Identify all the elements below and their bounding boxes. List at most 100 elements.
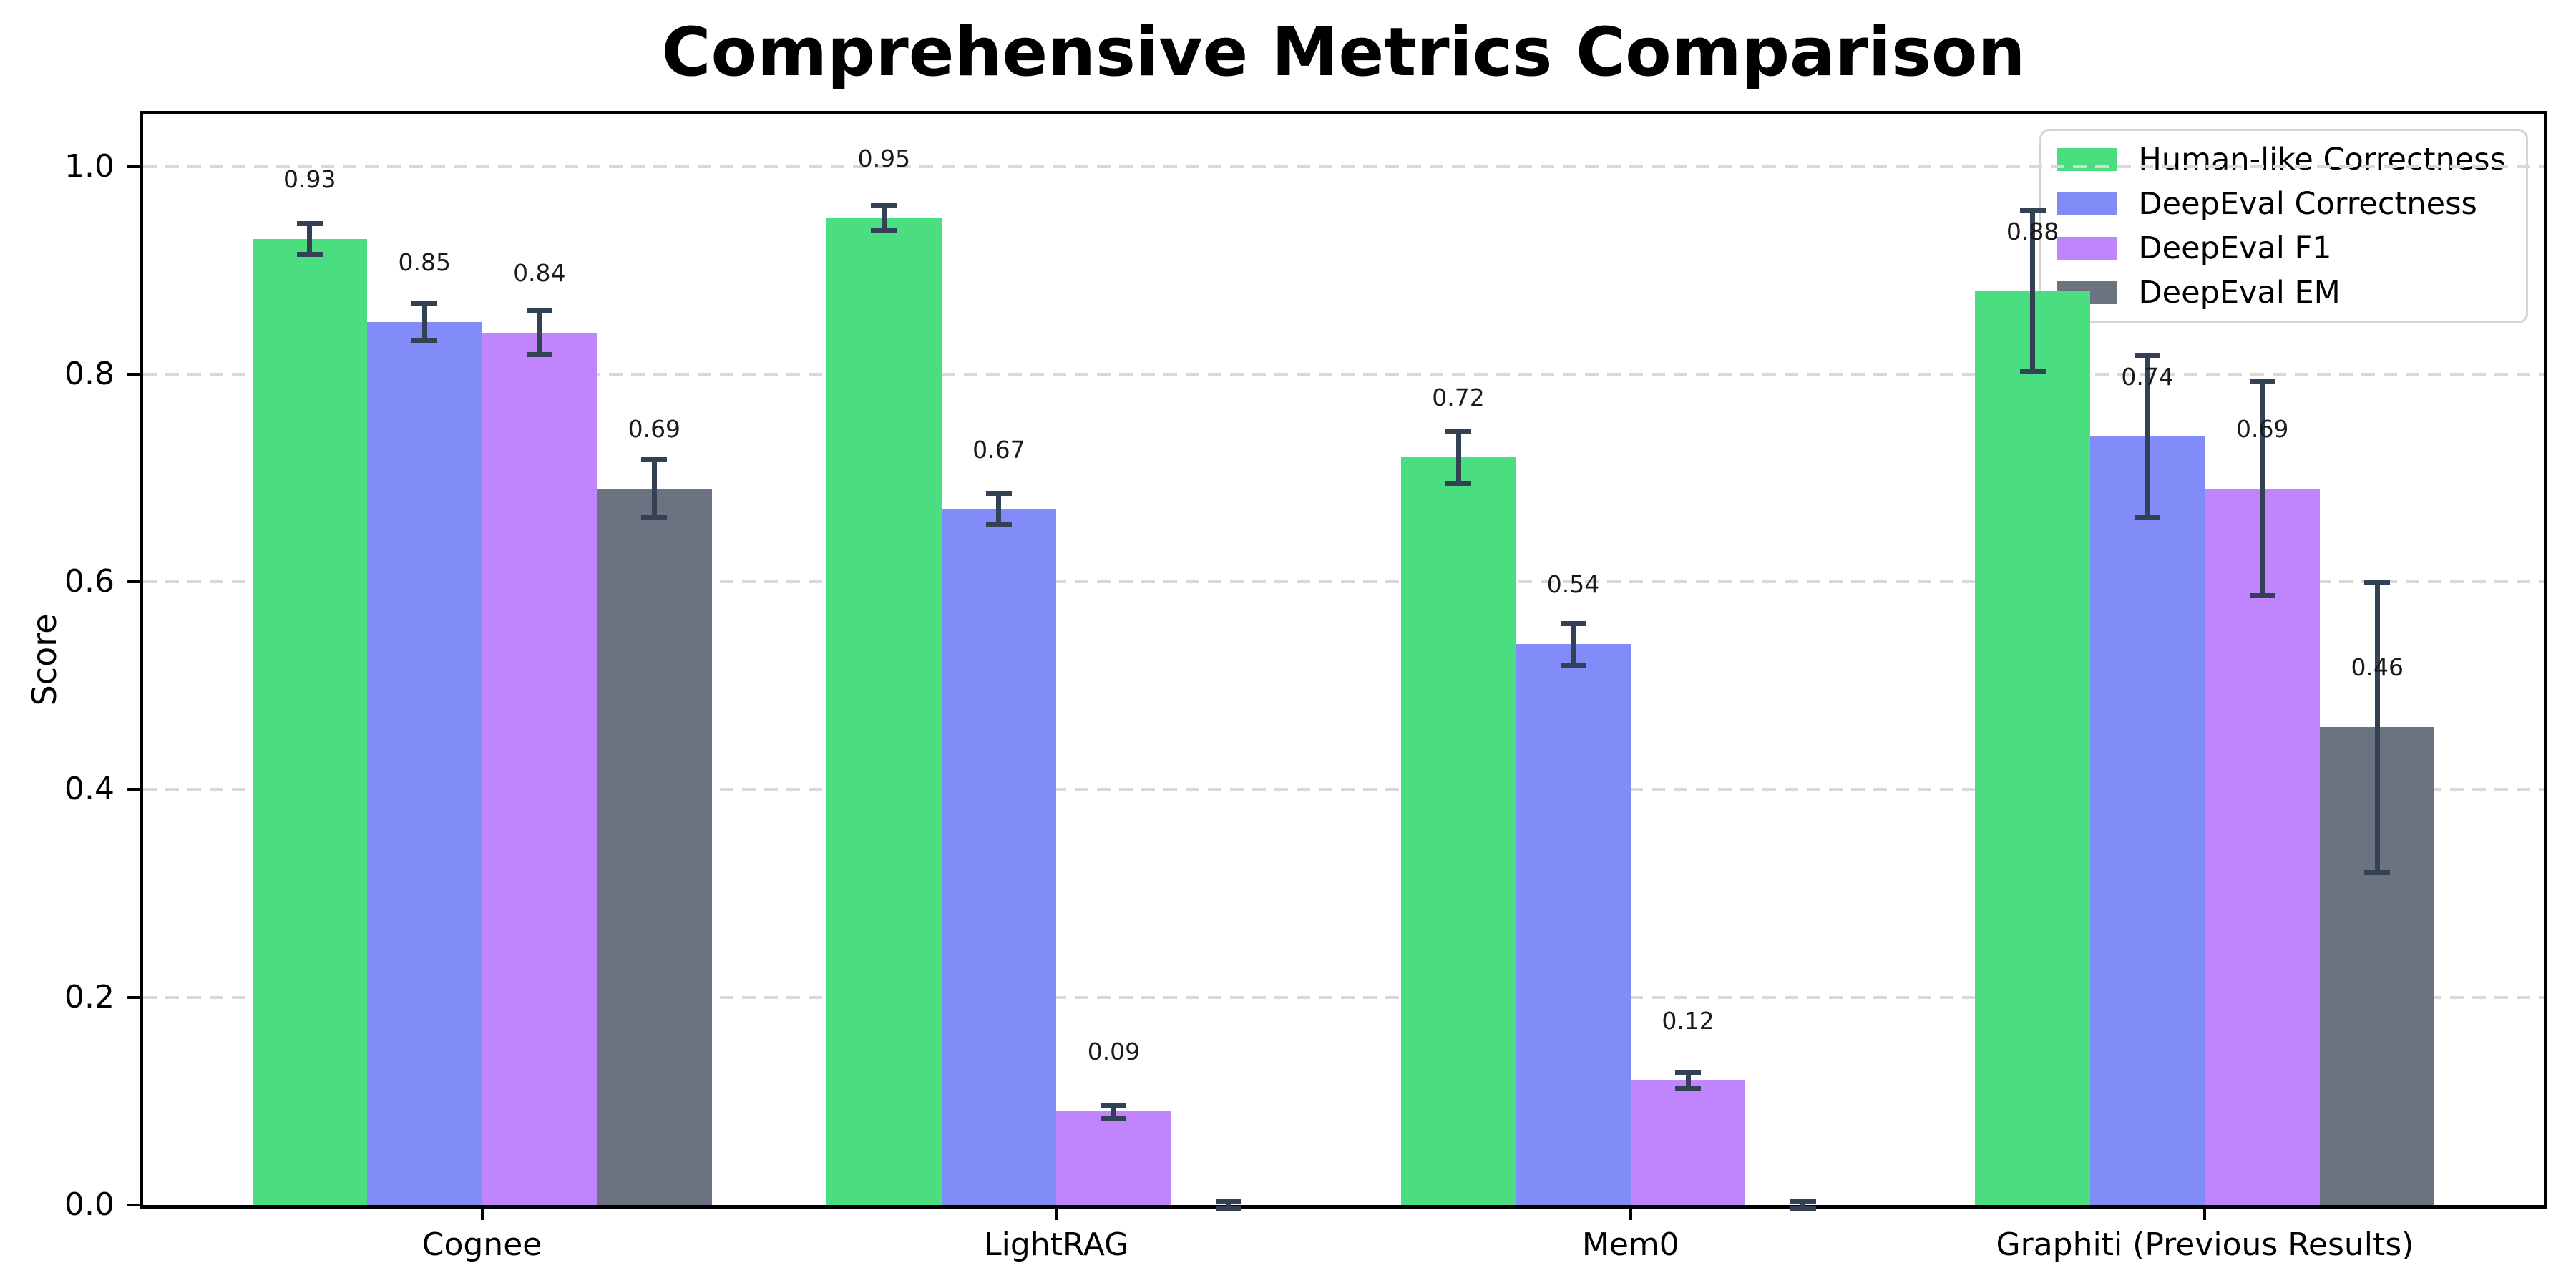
- errorbar-deepeval-correctness-cognee: [421, 303, 427, 341]
- x-tick-label-mem0: Mem0: [1581, 1226, 1679, 1263]
- value-label-deepeval-correctness-lightrag: 0.67: [972, 435, 1025, 464]
- value-label-human-like-correctness-cognee: 0.93: [283, 165, 336, 194]
- errorbar-human-like-correctness-lightrag-top-cap: [871, 203, 897, 209]
- errorbar-deepeval-f1-mem0-top-cap: [1675, 1069, 1702, 1075]
- errorbar-deepeval-correctness-graphiti-previous-results-bottom-cap: [2135, 514, 2161, 520]
- errorbar-deepeval-correctness-lightrag-bottom-cap: [985, 522, 1012, 527]
- y-tick-mark: [127, 788, 142, 791]
- x-tick-mark-lightrag: [1055, 1207, 1058, 1220]
- y-tick-mark: [127, 372, 142, 376]
- errorbar-deepeval-correctness-lightrag-top-cap: [985, 491, 1012, 497]
- legend-label-deepeval-correctness: DeepEval Correctness: [2138, 186, 2477, 222]
- value-label-deepeval-f1-graphiti-previous-results: 0.69: [2235, 414, 2289, 443]
- legend-item-deepeval-em: DeepEval EM: [2057, 275, 2506, 310]
- gridline-y-1.0: [143, 165, 2544, 168]
- errorbar-deepeval-em-lightrag-top-cap: [1215, 1198, 1241, 1204]
- bar-deepeval-em-cognee: [597, 488, 712, 1205]
- errorbar-human-like-correctness-graphiti-previous-results-top-cap: [2019, 208, 2046, 213]
- errorbar-human-like-correctness-lightrag: [881, 205, 887, 231]
- bar-deepeval-correctness-mem0: [1516, 644, 1631, 1205]
- legend-item-deepeval-correctness: DeepEval Correctness: [2057, 187, 2506, 221]
- value-label-deepeval-correctness-graphiti-previous-results: 0.74: [2121, 362, 2174, 391]
- errorbar-deepeval-em-lightrag: [1226, 1201, 1231, 1209]
- x-tick-mark-cognee: [480, 1207, 484, 1220]
- gridline-y-0.2: [143, 995, 2544, 999]
- y-tick-label: 0.0: [64, 1186, 114, 1223]
- bar-human-like-correctness-cognee: [252, 239, 368, 1205]
- y-tick-mark: [127, 1204, 142, 1206]
- errorbar-human-like-correctness-graphiti-previous-results-bottom-cap: [2019, 369, 2046, 375]
- errorbar-human-like-correctness-lightrag-bottom-cap: [871, 228, 897, 234]
- bar-deepeval-correctness-graphiti-previous-results: [2089, 436, 2205, 1205]
- errorbar-human-like-correctness-mem0-bottom-cap: [1445, 480, 1472, 486]
- errorbar-deepeval-f1-graphiti-previous-results-bottom-cap: [2249, 592, 2275, 598]
- legend-swatch-deepeval-f1: [2057, 237, 2117, 260]
- y-tick-label: 1.0: [64, 147, 114, 185]
- errorbar-deepeval-correctness-lightrag: [996, 493, 1002, 525]
- bar-human-like-correctness-mem0: [1400, 457, 1516, 1205]
- errorbar-deepeval-correctness-mem0-bottom-cap: [1560, 662, 1586, 668]
- value-label-human-like-correctness-graphiti-previous-results: 0.88: [2006, 217, 2059, 245]
- errorbar-deepeval-f1-cognee-bottom-cap: [526, 351, 552, 357]
- errorbar-deepeval-em-mem0-bottom-cap: [1790, 1206, 1816, 1212]
- errorbar-deepeval-f1-cognee: [537, 311, 542, 355]
- errorbar-deepeval-em-mem0: [1800, 1201, 1806, 1209]
- errorbar-deepeval-correctness-mem0: [1571, 623, 1576, 665]
- legend-item-deepeval-f1: DeepEval F1: [2057, 231, 2506, 265]
- legend: Human-like Correctness DeepEval Correctne…: [2039, 129, 2528, 323]
- bar-deepeval-correctness-cognee: [367, 322, 482, 1205]
- gridline-y-0.4: [143, 788, 2544, 791]
- bar-deepeval-f1-graphiti-previous-results: [2205, 488, 2320, 1205]
- errorbar-deepeval-f1-lightrag: [1111, 1105, 1116, 1118]
- errorbar-human-like-correctness-cognee-top-cap: [296, 220, 323, 226]
- y-tick-label: 0.6: [64, 563, 114, 600]
- errorbar-deepeval-f1-mem0: [1685, 1072, 1691, 1089]
- x-tick-label-graphiti-previous-results: Graphiti (Previous Results): [1996, 1226, 2414, 1263]
- legend-label-deepeval-f1: DeepEval F1: [2138, 230, 2332, 266]
- errorbar-deepeval-f1-lightrag-bottom-cap: [1101, 1115, 1127, 1121]
- errorbar-deepeval-correctness-graphiti-previous-results-top-cap: [2135, 353, 2161, 358]
- errorbar-deepeval-f1-graphiti-previous-results-top-cap: [2249, 379, 2275, 384]
- value-label-human-like-correctness-mem0: 0.72: [1432, 383, 1485, 411]
- errorbar-deepeval-f1-mem0-bottom-cap: [1675, 1085, 1702, 1091]
- bar-deepeval-correctness-lightrag: [941, 509, 1057, 1205]
- y-tick-label: 0.2: [64, 978, 114, 1015]
- y-tick-label: 0.4: [64, 771, 114, 808]
- errorbar-deepeval-f1-cognee-top-cap: [526, 308, 552, 313]
- chart-title: Comprehensive Metrics Comparison: [661, 14, 2026, 92]
- x-tick-mark-mem0: [1629, 1207, 1632, 1220]
- value-label-deepeval-f1-lightrag: 0.09: [1087, 1038, 1141, 1066]
- y-axis-label: Score: [25, 613, 64, 706]
- gridline-y-0.8: [143, 372, 2544, 376]
- errorbar-deepeval-f1-lightrag-top-cap: [1101, 1103, 1127, 1108]
- errorbar-deepeval-em-graphiti-previous-results-bottom-cap: [2364, 870, 2391, 876]
- x-tick-label-cognee: Cognee: [421, 1226, 542, 1263]
- x-tick-label-lightrag: LightRAG: [984, 1226, 1129, 1263]
- bar-human-like-correctness-lightrag: [826, 218, 942, 1205]
- errorbar-deepeval-em-cognee: [651, 459, 657, 518]
- y-tick-label: 0.8: [64, 355, 114, 392]
- bar-human-like-correctness-graphiti-previous-results: [1975, 291, 2090, 1205]
- value-label-deepeval-f1-mem0: 0.12: [1662, 1006, 1714, 1035]
- errorbar-deepeval-correctness-cognee-top-cap: [411, 301, 438, 306]
- errorbar-deepeval-em-graphiti-previous-results-top-cap: [2364, 579, 2391, 585]
- legend-item-human-like-correctness: Human-like Correctness: [2057, 142, 2506, 177]
- errorbar-deepeval-correctness-mem0-top-cap: [1560, 620, 1586, 626]
- errorbar-deepeval-f1-graphiti-previous-results: [2260, 381, 2265, 595]
- bar-deepeval-f1-lightrag: [1056, 1111, 1171, 1205]
- legend-label-deepeval-em: DeepEval EM: [2138, 275, 2341, 311]
- value-label-deepeval-em-graphiti-previous-results: 0.46: [2351, 653, 2404, 682]
- value-label-deepeval-correctness-cognee: 0.85: [398, 248, 452, 277]
- value-label-deepeval-f1-cognee: 0.84: [513, 258, 566, 287]
- value-label-deepeval-correctness-mem0: 0.54: [1546, 570, 1600, 599]
- legend-label-human-like-correctness: Human-like Correctness: [2138, 142, 2506, 177]
- value-label-human-like-correctness-lightrag: 0.95: [857, 145, 911, 173]
- errorbar-human-like-correctness-cognee-bottom-cap: [296, 252, 323, 258]
- errorbar-human-like-correctness-mem0-top-cap: [1445, 429, 1472, 434]
- errorbar-human-like-correctness-graphiti-previous-results: [2030, 210, 2036, 372]
- errorbar-deepeval-em-lightrag-bottom-cap: [1215, 1206, 1241, 1212]
- errorbar-human-like-correctness-mem0: [1455, 431, 1461, 484]
- errorbar-deepeval-correctness-graphiti-previous-results: [2145, 355, 2150, 518]
- bar-deepeval-f1-cognee: [482, 332, 597, 1205]
